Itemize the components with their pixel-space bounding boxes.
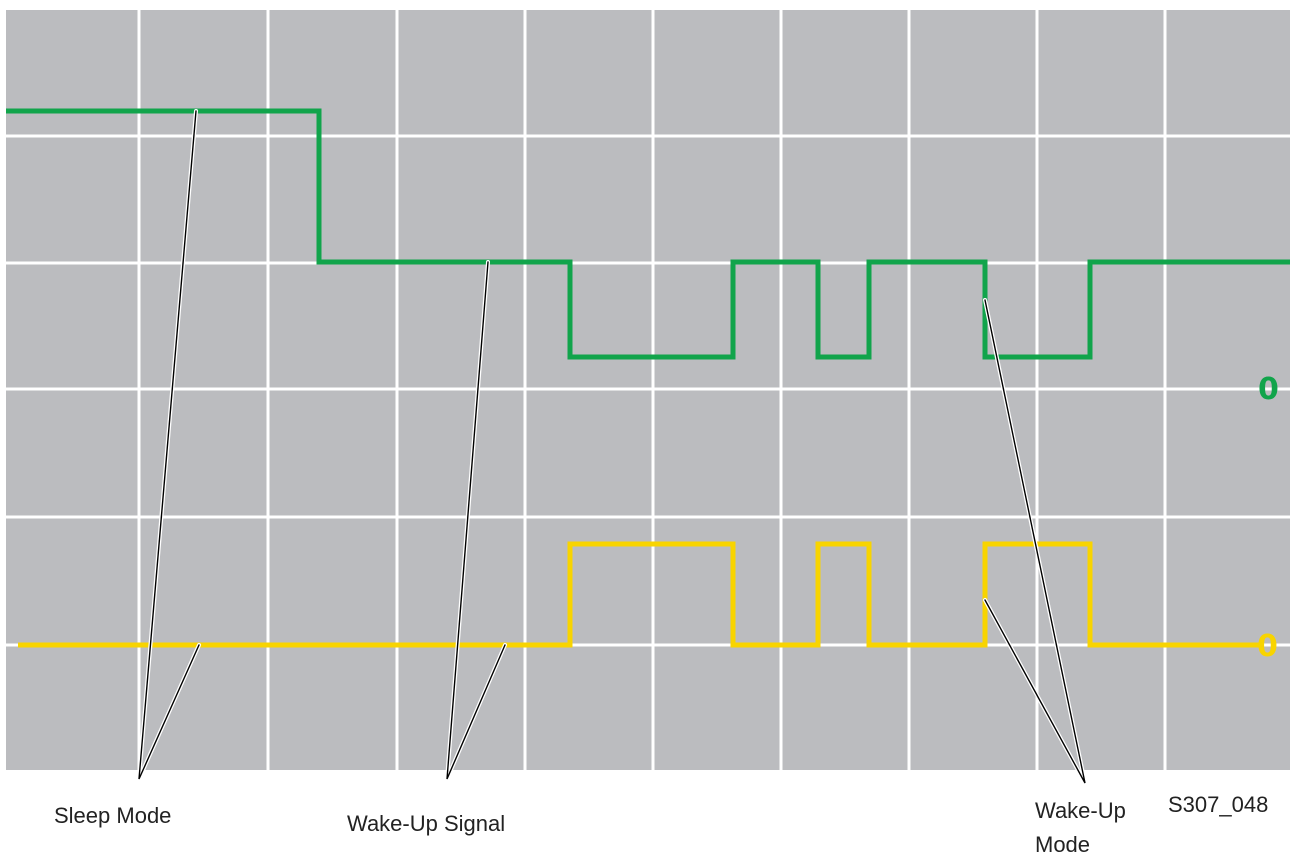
bottom-signal-trace (18, 541, 1262, 648)
figure-id: S307_048 (1168, 792, 1268, 817)
sleep-mode-leader (138, 110, 200, 780)
wake-up-mode-label-line1: Wake-Up (1035, 798, 1126, 823)
wake-up-mode-leader (984, 299, 1086, 784)
callout-lines (138, 110, 1086, 784)
top-zero-marker: 0 (1258, 372, 1279, 407)
grid (6, 10, 1290, 770)
wake-up-signal-label: Wake-Up Signal (347, 811, 505, 836)
bottom-zero-marker: 0 (1257, 629, 1278, 664)
wake-up-signal-leader (446, 261, 506, 780)
wake-up-mode-label-line2: Mode (1035, 832, 1090, 857)
sleep-mode-label: Sleep Mode (54, 803, 171, 828)
top-signal-trace (6, 108, 1290, 360)
